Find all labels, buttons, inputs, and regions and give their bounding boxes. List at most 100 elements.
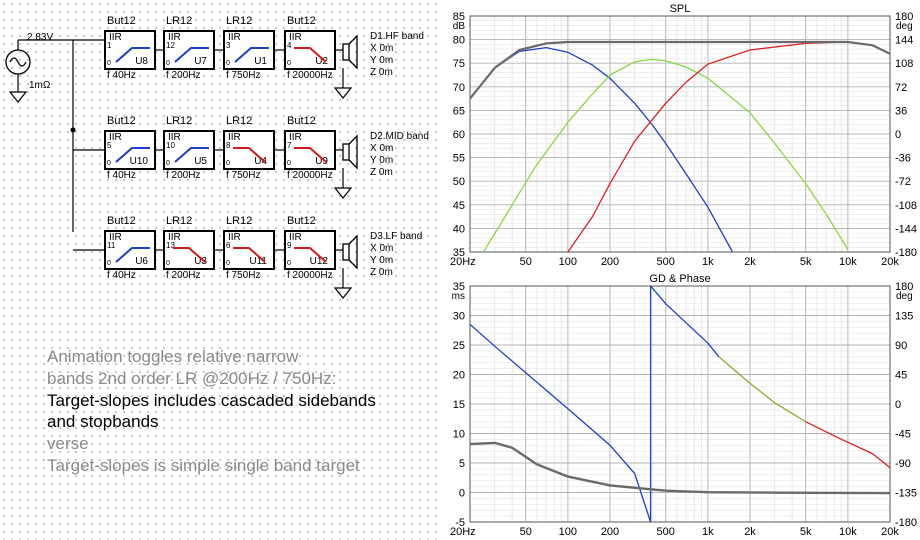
x-tick-label: 200 xyxy=(601,256,619,268)
schematic-canvas: 2.83V 1mΩ But12 IIR 1 0 U8 f 40Hz LR12 IIR 12 0 U7… xyxy=(0,0,440,540)
filter-frequency-label: f 40Hz xyxy=(107,70,136,81)
y2-axis-unit: deg xyxy=(896,291,913,302)
y2-tick-label: 45 xyxy=(895,370,907,382)
source-resistance-label: 1mΩ xyxy=(29,80,51,91)
filter-frequency-label: f 20000Hz xyxy=(287,170,333,181)
series-line-3 xyxy=(470,441,890,495)
filter-module[interactable]: IIR 3 0 U1 xyxy=(223,30,275,70)
y-tick-label: 85 xyxy=(453,11,465,23)
sine-icon xyxy=(9,57,27,67)
filter-pin-zero: 0 xyxy=(226,60,230,67)
filter-response-icon xyxy=(233,147,266,163)
highpass-icon xyxy=(115,147,150,163)
filter-instance-name: U8 xyxy=(135,56,148,67)
x-tick-label: 5k xyxy=(800,256,812,268)
annotation-text: Animation toggles relative narrow bands 2… xyxy=(47,346,376,477)
x-tick-label: 5k xyxy=(800,526,812,538)
driver-z-label: Z 0m xyxy=(370,67,393,78)
driver-y-label: Y 0m xyxy=(370,55,394,66)
series-line-1 xyxy=(483,58,849,252)
filter-type-label: LR12 xyxy=(226,215,253,227)
filter-iir-label: IIR xyxy=(289,132,302,143)
filter-frequency-label: f 40Hz xyxy=(107,170,136,181)
filter-iir-label: IIR xyxy=(109,32,122,43)
lowpass-icon xyxy=(173,247,206,263)
filter-module[interactable]: IIR 6 0 U11 xyxy=(223,230,275,270)
filter-iir-label: IIR xyxy=(168,232,181,243)
filter-type-label: But12 xyxy=(287,215,316,227)
filter-module[interactable]: IIR 4 0 U2 xyxy=(284,30,336,70)
y-tick-label: 0 xyxy=(459,488,465,500)
filter-pin-number: 6 xyxy=(226,241,231,250)
highpass-icon xyxy=(174,147,209,163)
y-tick-label: 30 xyxy=(453,311,465,323)
annotation-line: and stopbands xyxy=(47,412,159,432)
driver-x-label: X 0m xyxy=(370,143,394,154)
filter-pin-number: 7 xyxy=(287,141,292,150)
speaker-icon xyxy=(342,43,350,61)
highpass-icon xyxy=(115,47,150,63)
filter-pin-zero: 0 xyxy=(287,160,291,167)
filter-frequency-label: f 750Hz xyxy=(226,170,261,181)
filter-pin-number: 3 xyxy=(226,41,231,50)
annotation-line: bands 2nd order LR @200Hz / 750Hz: xyxy=(47,368,337,388)
x-tick-label: 50 xyxy=(520,526,532,538)
filter-pin-zero: 0 xyxy=(107,260,111,267)
driver-name-label: D3.LF band xyxy=(370,231,423,242)
filter-instance-name: U6 xyxy=(135,256,148,267)
ground-icon xyxy=(333,187,353,199)
filter-response-icon xyxy=(115,147,150,163)
filter-pin-number: 11 xyxy=(107,241,116,250)
y2-tick-label: 90 xyxy=(895,340,907,352)
filter-frequency-label: f 750Hz xyxy=(226,270,261,281)
y-tick-label: 45 xyxy=(453,200,465,212)
lowpass-icon xyxy=(294,147,327,163)
filter-instance-name: U2 xyxy=(315,56,328,67)
y2-tick-label: -180 xyxy=(895,517,917,529)
filter-iir-label: IIR xyxy=(168,132,181,143)
y2-tick-label: -108 xyxy=(895,200,917,212)
y-tick-label: 5 xyxy=(459,458,465,470)
highpass-icon xyxy=(234,47,269,63)
y-tick-label: -5 xyxy=(455,517,465,529)
y2-axis-unit: deg xyxy=(896,21,913,32)
speaker-cone xyxy=(348,34,358,70)
schematic-wiring xyxy=(5,34,358,299)
y-tick-label: 70 xyxy=(453,82,465,94)
filter-module[interactable]: IIR 1 0 U8 xyxy=(104,30,156,70)
filter-pin-number: 12 xyxy=(166,41,175,50)
filter-iir-label: IIR xyxy=(228,232,241,243)
filter-module[interactable]: IIR 7 0 U9 xyxy=(284,130,336,170)
filter-iir-label: IIR xyxy=(289,32,302,43)
filter-module[interactable]: IIR 12 0 U7 xyxy=(163,30,215,70)
annotation-line: verse xyxy=(47,434,89,454)
filter-pin-number: 10 xyxy=(166,141,175,150)
filter-module[interactable]: IIR 8 0 U4 xyxy=(223,130,275,170)
filter-pin-zero: 0 xyxy=(226,260,230,267)
series-line-1 xyxy=(718,356,807,423)
filter-type-label: But12 xyxy=(107,215,136,227)
lowpass-icon xyxy=(294,47,327,63)
filter-frequency-label: f 200Hz xyxy=(166,270,201,281)
y2-tick-label: 72 xyxy=(895,82,907,94)
filter-pin-number: 9 xyxy=(287,241,292,250)
filter-module[interactable]: IIR 9 0 U12 xyxy=(284,230,336,270)
series-line-0 xyxy=(470,46,734,252)
filter-type-label: LR12 xyxy=(226,15,253,27)
filter-module[interactable]: IIR 10 0 U5 xyxy=(163,130,215,170)
filter-instance-name: U7 xyxy=(194,56,207,67)
filter-module[interactable]: IIR 11 0 U6 xyxy=(104,230,156,270)
y-tick-label: 60 xyxy=(453,129,465,141)
filter-type-label: LR12 xyxy=(166,115,193,127)
plot-frame xyxy=(469,285,891,523)
filter-instance-name: U4 xyxy=(254,156,267,167)
driver-z-label: Z 0m xyxy=(370,267,393,278)
filter-pin-zero: 0 xyxy=(166,160,170,167)
x-tick-label: 20Hz xyxy=(450,256,476,268)
y-tick-label: 55 xyxy=(453,153,465,165)
x-tick-label: 100 xyxy=(559,526,577,538)
y2-tick-label: -144 xyxy=(895,223,917,235)
filter-module[interactable]: IIR 13 0 U3 xyxy=(163,230,215,270)
filter-module[interactable]: IIR 5 0 U10 xyxy=(104,130,156,170)
lowpass-icon xyxy=(233,247,266,263)
